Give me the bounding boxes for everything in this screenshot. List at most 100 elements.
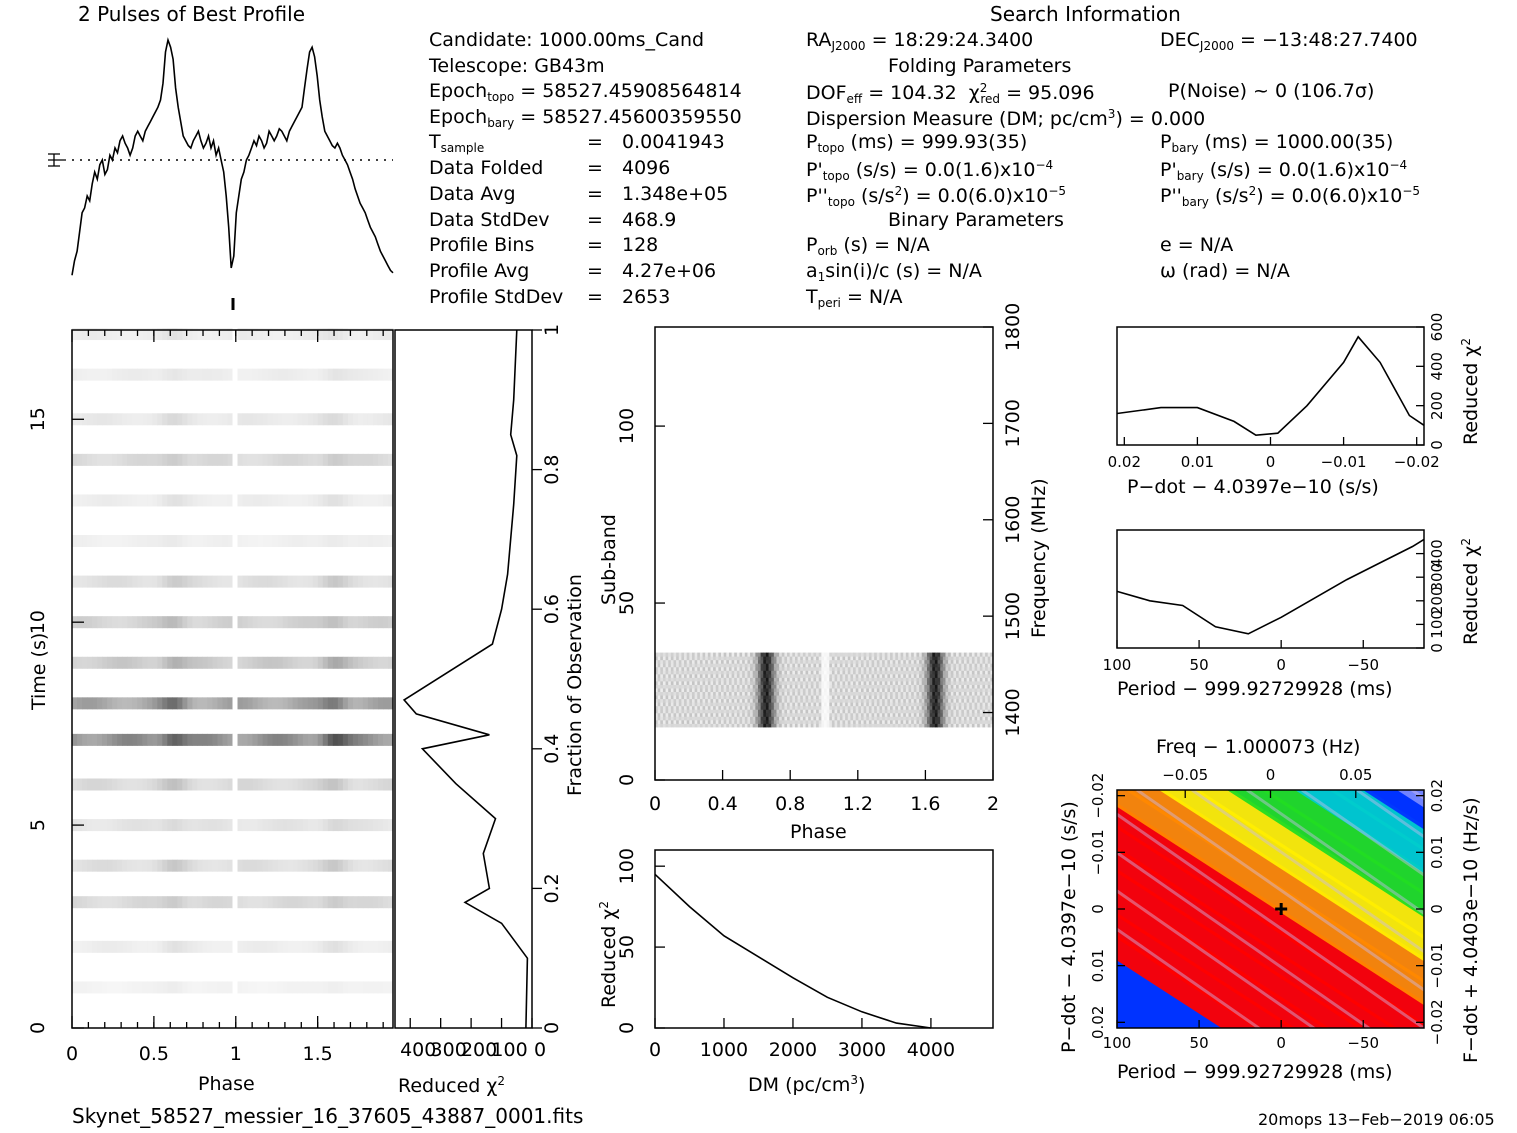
heat-cell bbox=[763, 659, 767, 664]
heat-cell bbox=[868, 670, 873, 675]
heat-cell bbox=[853, 677, 857, 682]
heat-cell bbox=[974, 712, 978, 717]
heat-cell bbox=[217, 896, 223, 909]
heat-cell bbox=[818, 719, 822, 724]
heat-cell bbox=[734, 684, 738, 689]
heat-cell bbox=[953, 687, 957, 693]
heat-cell bbox=[779, 687, 783, 693]
heat-cell bbox=[882, 684, 886, 689]
heat-cell bbox=[92, 368, 98, 381]
heat-cell bbox=[747, 719, 751, 724]
heat-cell bbox=[721, 684, 725, 689]
heat-cell bbox=[272, 616, 279, 629]
heat-cell bbox=[387, 778, 394, 791]
heat-cell bbox=[971, 659, 976, 664]
heat-cell bbox=[969, 680, 973, 685]
heat-cell bbox=[956, 716, 960, 721]
heat-cell bbox=[932, 673, 936, 678]
heat-cell bbox=[768, 709, 772, 714]
heat-cell bbox=[792, 663, 796, 668]
heat-cell bbox=[710, 656, 714, 661]
heat-cell bbox=[744, 680, 748, 685]
heat-cell bbox=[982, 723, 986, 728]
heat-cell bbox=[97, 896, 103, 909]
heat-cell bbox=[157, 940, 163, 953]
heat-cell bbox=[337, 328, 344, 341]
heat-cell bbox=[929, 723, 933, 728]
heat-cell bbox=[789, 677, 793, 682]
heat-cell bbox=[821, 687, 825, 693]
colormap bbox=[1117, 790, 1424, 1028]
heat-cell bbox=[192, 733, 198, 746]
heat-cell bbox=[307, 940, 314, 953]
heat-cell bbox=[842, 652, 846, 657]
heat-cell bbox=[760, 659, 764, 664]
heat-cell bbox=[734, 716, 738, 721]
heat-cell bbox=[792, 684, 796, 689]
heat-cell bbox=[937, 719, 941, 724]
heat-cell bbox=[897, 659, 902, 664]
heat-cell bbox=[961, 684, 965, 689]
heat-cell bbox=[926, 666, 931, 671]
heat-cell bbox=[979, 705, 983, 710]
heat-cell bbox=[800, 659, 804, 664]
pddot-bary-label: (s/s bbox=[1214, 185, 1249, 207]
heat-cell bbox=[673, 719, 677, 724]
heat-cell bbox=[797, 695, 801, 700]
heat-cell bbox=[157, 575, 163, 588]
heat-cell bbox=[721, 709, 725, 714]
colormap-band bbox=[1227, 790, 1424, 918]
heat-cell bbox=[662, 698, 667, 703]
heat-cell bbox=[810, 670, 814, 675]
heat-cell bbox=[839, 695, 843, 700]
heat-cell bbox=[831, 702, 836, 707]
heat-cell bbox=[212, 981, 218, 994]
heat-cell bbox=[691, 684, 696, 689]
heat-cell bbox=[763, 719, 767, 724]
heat-cell bbox=[739, 656, 743, 661]
heat-cell bbox=[257, 368, 264, 381]
heat-cell bbox=[202, 896, 208, 909]
heat-cell bbox=[974, 680, 978, 685]
heat-cell bbox=[929, 705, 933, 710]
heat-cell bbox=[868, 656, 873, 661]
heat-cell bbox=[342, 656, 349, 669]
heat-cell bbox=[97, 328, 103, 341]
heat-cell bbox=[734, 677, 738, 682]
heat-cell bbox=[860, 659, 865, 664]
heat-cell bbox=[834, 663, 838, 668]
heat-cell bbox=[172, 575, 178, 588]
heat-cell bbox=[855, 719, 859, 724]
heat-cell bbox=[800, 691, 804, 696]
heat-cell bbox=[705, 705, 709, 710]
heat-cell bbox=[897, 684, 902, 689]
heat-cell bbox=[824, 666, 828, 671]
heat-cell bbox=[987, 691, 991, 696]
x-tick-label: 1.5 bbox=[303, 1043, 333, 1065]
heat-cell bbox=[177, 453, 183, 466]
heat-cell bbox=[787, 659, 791, 664]
heat-cell bbox=[362, 575, 369, 588]
heat-cell bbox=[905, 702, 909, 707]
heat-cell bbox=[282, 778, 289, 791]
heat-cell bbox=[868, 677, 873, 682]
heat-cell bbox=[655, 663, 659, 668]
heat-cell bbox=[950, 666, 954, 671]
heat-cell bbox=[657, 712, 661, 717]
heat-cell bbox=[987, 670, 991, 675]
heat-cell bbox=[736, 719, 740, 724]
heat-cell bbox=[197, 575, 203, 588]
heat-cell bbox=[794, 684, 799, 689]
heat-cell bbox=[277, 697, 284, 710]
heat-cell bbox=[705, 666, 709, 671]
heat-cell bbox=[676, 702, 680, 707]
heat-cell bbox=[884, 719, 888, 724]
heat-cell bbox=[863, 695, 867, 700]
heat-cell bbox=[982, 702, 986, 707]
heat-cell bbox=[702, 677, 706, 682]
heat-cell bbox=[277, 535, 284, 548]
heat-cell bbox=[689, 656, 693, 661]
heat-cell bbox=[721, 712, 725, 717]
heat-cell bbox=[282, 733, 289, 746]
heat-cell bbox=[958, 677, 962, 682]
